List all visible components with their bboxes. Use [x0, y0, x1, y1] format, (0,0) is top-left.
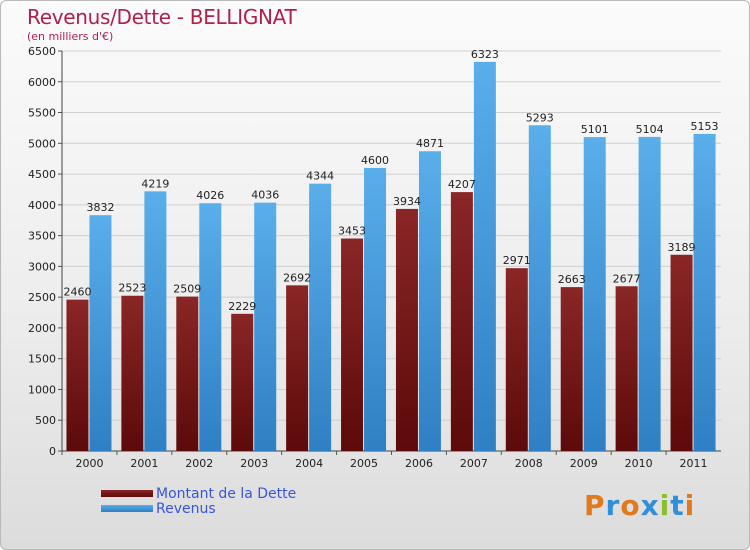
x-tick-label: 2005 [350, 457, 378, 470]
y-tick-label: 5000 [28, 137, 56, 150]
legend-swatch-dette [101, 490, 153, 497]
y-tick-label: 4000 [28, 199, 56, 212]
x-tick-label: 2001 [130, 457, 158, 470]
y-tick-label: 2000 [28, 322, 56, 335]
bar-dette [670, 254, 693, 451]
x-tick-label: 2003 [240, 457, 268, 470]
x-tick-label: 2011 [680, 457, 708, 470]
data-label-dette: 4207 [448, 178, 476, 191]
data-label-revenus: 4600 [361, 154, 389, 167]
y-tick-label: 2500 [28, 291, 56, 304]
proxiti-logo: Proxiti [584, 489, 696, 522]
bar-dette [615, 286, 638, 451]
bar-revenus [89, 215, 112, 451]
y-tick-label: 0 [49, 445, 56, 458]
chart-subtitle: (en milliers d'€) [27, 30, 114, 43]
bar-dette [231, 313, 254, 451]
chart-title: Revenus/Dette - BELLIGNAT [27, 5, 297, 29]
bar-dette [341, 238, 364, 451]
data-label-dette: 3934 [393, 195, 421, 208]
bar-dette [66, 299, 89, 451]
y-tick-label: 3500 [28, 230, 56, 243]
data-label-dette: 3189 [668, 241, 696, 254]
data-label-revenus: 4219 [141, 177, 169, 190]
data-label-revenus: 4344 [306, 170, 334, 183]
data-label-dette: 3453 [338, 225, 366, 238]
bar-dette [395, 208, 418, 451]
bar-revenus [418, 151, 441, 451]
legend-label-dette: Montant de la Dette [156, 486, 297, 502]
y-tick-label: 3000 [28, 260, 56, 273]
bar-revenus [583, 137, 606, 452]
data-label-dette: 2663 [558, 273, 586, 286]
y-tick-label: 6000 [28, 76, 56, 89]
bar-revenus [364, 167, 387, 451]
bar-dette [560, 287, 583, 451]
y-tick-label: 1000 [28, 383, 56, 396]
bar-revenus [199, 203, 222, 451]
bar-revenus [309, 183, 332, 451]
y-tick-label: 5500 [28, 107, 56, 120]
bar-revenus [473, 61, 496, 452]
data-label-revenus: 5293 [526, 111, 554, 124]
bar-revenus [254, 202, 277, 451]
data-label-dette: 2460 [63, 286, 91, 299]
y-tick-label: 500 [35, 414, 56, 427]
bar-revenus [693, 133, 716, 451]
x-tick-label: 2009 [570, 457, 598, 470]
bar-revenus [144, 191, 167, 451]
x-tick-label: 2010 [625, 457, 653, 470]
data-label-revenus: 4036 [251, 189, 279, 202]
y-tick-label: 4500 [28, 168, 56, 181]
x-tick-label: 2000 [75, 457, 103, 470]
data-label-dette: 2692 [283, 271, 311, 284]
y-tick-label: 6500 [28, 45, 56, 58]
data-label-dette: 2509 [173, 283, 201, 296]
data-label-dette: 2677 [613, 272, 641, 285]
data-label-dette: 2971 [503, 254, 531, 267]
data-label-revenus: 5104 [636, 123, 664, 136]
bar-dette [121, 295, 144, 451]
data-label-revenus: 5101 [581, 123, 609, 136]
x-tick-label: 2004 [295, 457, 323, 470]
x-tick-label: 2006 [405, 457, 433, 470]
bar-dette [286, 285, 309, 451]
x-tick-label: 2007 [460, 457, 488, 470]
data-label-revenus: 4026 [196, 189, 224, 202]
data-label-revenus: 3832 [86, 201, 114, 214]
bar-dette [450, 192, 473, 451]
legend-label-revenus: Revenus [156, 501, 216, 517]
data-label-dette: 2523 [118, 282, 146, 295]
x-tick-label: 2008 [515, 457, 543, 470]
data-label-revenus: 4871 [416, 137, 444, 150]
y-tick-label: 1500 [28, 353, 56, 366]
bar-dette [176, 296, 199, 451]
x-tick-label: 2002 [185, 457, 213, 470]
bar-dette [505, 268, 528, 451]
data-label-revenus: 6323 [471, 48, 499, 61]
bar-revenus [528, 125, 551, 452]
data-label-dette: 2229 [228, 300, 256, 313]
bar-revenus [638, 136, 661, 451]
data-label-revenus: 5153 [691, 120, 719, 133]
legend-swatch-revenus [101, 505, 153, 512]
